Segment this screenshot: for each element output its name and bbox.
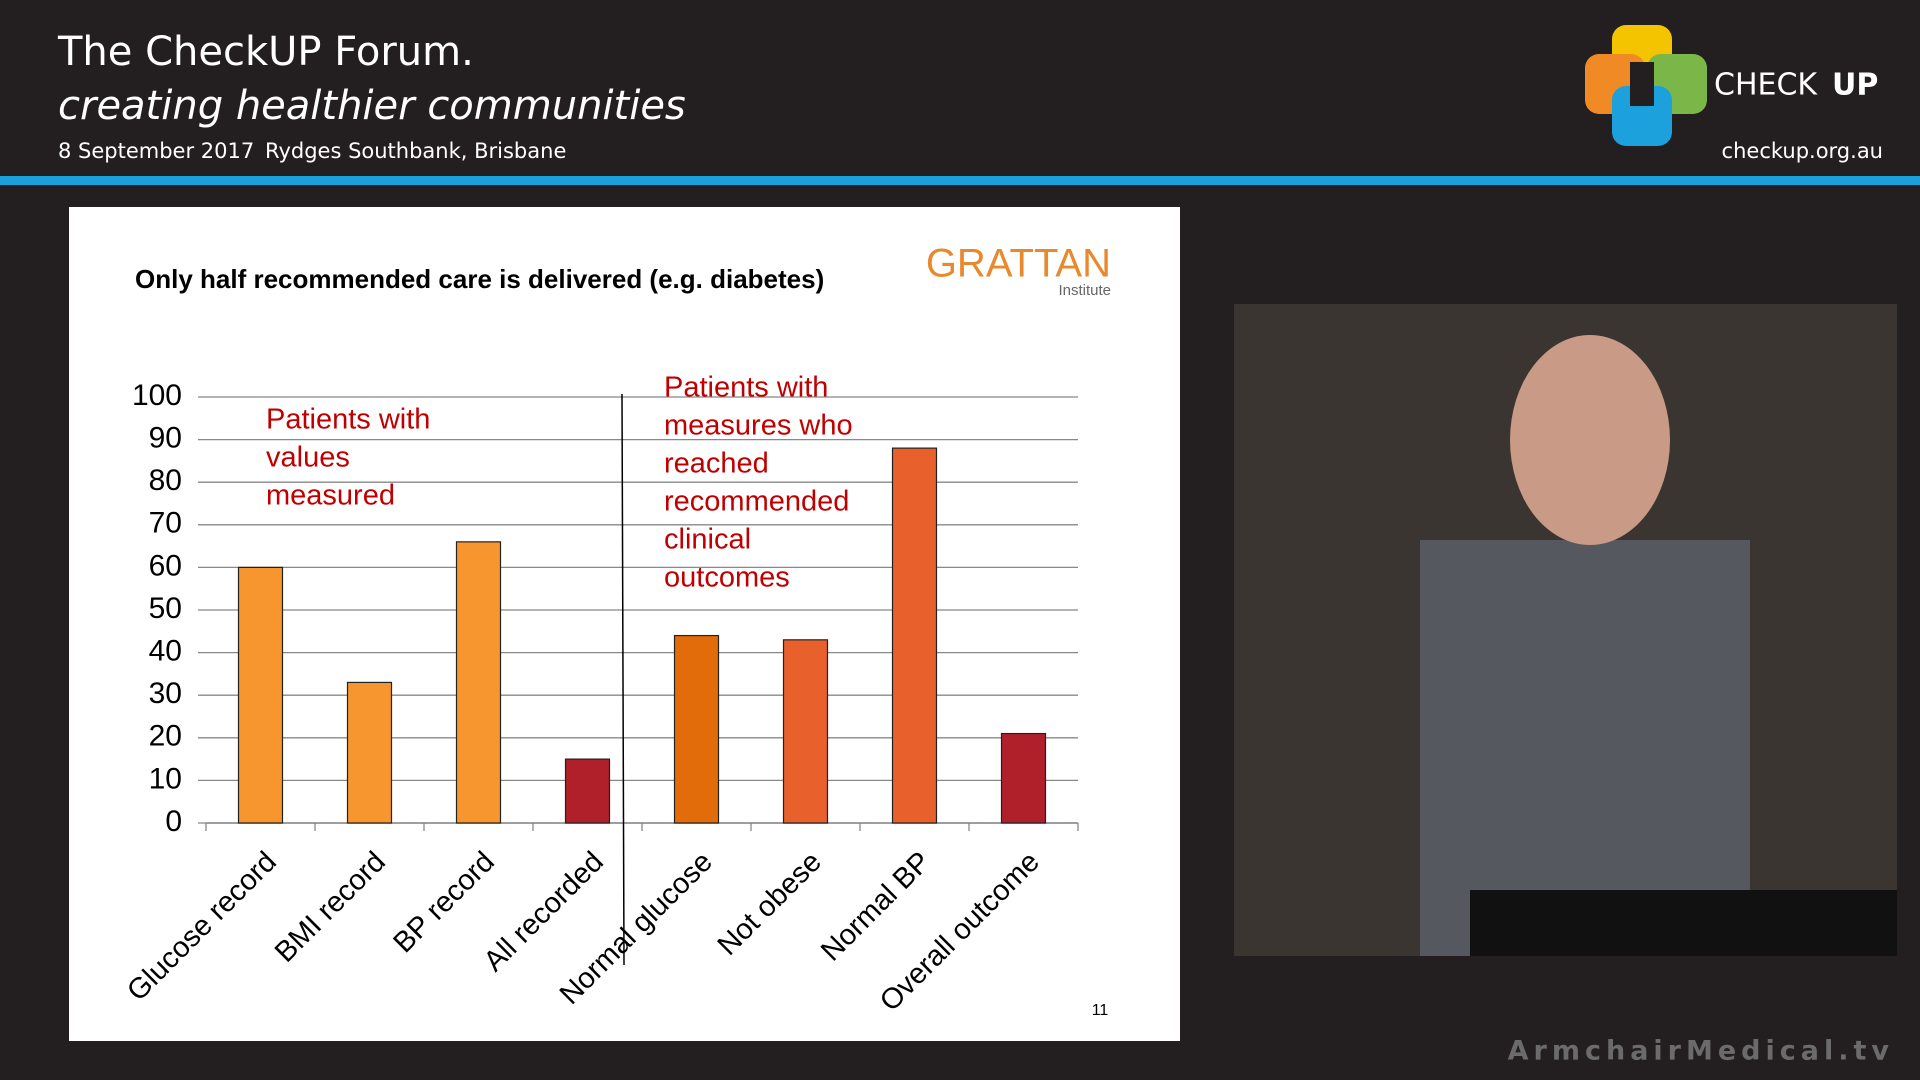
logo-up: UP <box>1832 68 1878 103</box>
logo-check: CHECK <box>1714 68 1818 103</box>
annotation-line: clinical <box>664 524 751 556</box>
forum-title: The CheckUP Forum. <box>57 29 474 75</box>
chart-title: Only half recommended care is delivered … <box>135 264 824 294</box>
lectern <box>1470 890 1897 956</box>
annotation-line: outcomes <box>664 562 790 594</box>
bar <box>346 681 393 824</box>
y-tick-label: 0 <box>165 805 182 838</box>
bar <box>782 639 829 824</box>
annotation-line: Patients with <box>664 372 828 404</box>
y-tick-label: 50 <box>149 592 182 625</box>
y-tick-label: 30 <box>149 677 182 710</box>
annotation-line: values <box>266 442 350 474</box>
slide-number: 11 <box>1092 1002 1109 1019</box>
y-tick-label: 40 <box>149 635 182 668</box>
header-rule <box>0 176 1920 185</box>
divider <box>621 393 625 966</box>
y-tick-label: 70 <box>149 507 182 540</box>
annotation-line: measured <box>266 480 395 512</box>
bar <box>1000 732 1047 824</box>
bar <box>673 634 720 824</box>
bar <box>237 566 284 824</box>
y-tick-label: 20 <box>149 720 182 753</box>
watermark: ArmchairMedical.tv <box>1508 1036 1894 1067</box>
event-venue: Rydges Southbank, Brisbane <box>265 139 566 163</box>
forum-subtitle: creating healthier communities <box>58 83 686 129</box>
speaker-figure <box>1420 540 1750 956</box>
speaker-head <box>1510 335 1670 545</box>
bar <box>564 758 611 824</box>
annotation-line: reached <box>664 448 769 480</box>
logo-icon <box>1585 25 1707 146</box>
y-tick-label: 60 <box>149 549 182 582</box>
y-tick-label: 90 <box>149 422 182 455</box>
y-tick-label: 10 <box>149 762 182 795</box>
annotation-line: Patients with <box>266 404 430 436</box>
event-date: 8 September 2017 <box>58 139 254 163</box>
logo-url: checkup.org.au <box>1722 139 1883 163</box>
source-logo: GRATTAN <box>926 242 1111 286</box>
annotation-line: recommended <box>664 486 849 518</box>
source-sub: Institute <box>1058 282 1111 299</box>
annotation-line: measures who <box>664 410 853 442</box>
y-tick-label: 100 <box>132 379 182 412</box>
bar <box>455 541 502 824</box>
bar <box>891 447 938 824</box>
y-tick-label: 80 <box>149 464 182 497</box>
